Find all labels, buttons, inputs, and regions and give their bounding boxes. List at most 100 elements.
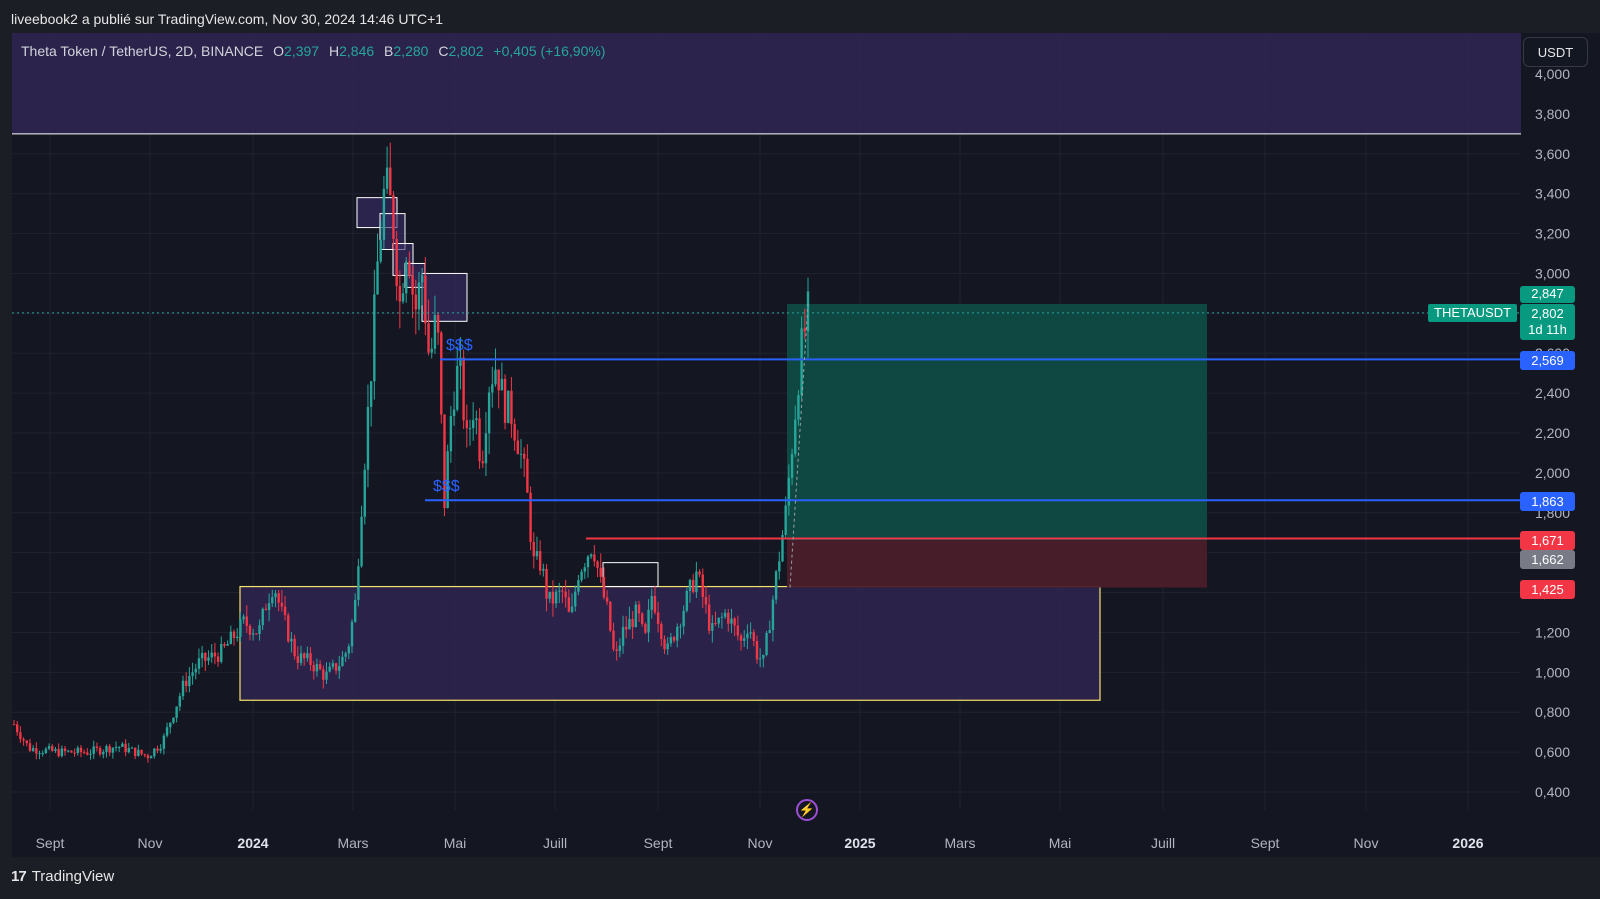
legend-low-label: B (384, 43, 393, 59)
down-candle (705, 597, 707, 605)
down-candle (615, 649, 617, 651)
down-candle (35, 748, 37, 753)
up-candle (622, 627, 624, 646)
y-tick-label: 2,200 (1535, 425, 1570, 441)
y-tick-label: 3,400 (1535, 186, 1570, 202)
up-candle (172, 718, 174, 723)
down-candle (714, 623, 716, 624)
up-candle (501, 379, 503, 391)
up-candle (262, 609, 264, 625)
down-candle (13, 724, 15, 725)
up-candle (188, 676, 190, 686)
down-candle (156, 749, 158, 751)
up-candle (220, 644, 222, 662)
up-candle (778, 561, 780, 571)
up-candle (711, 623, 713, 631)
down-candle (281, 603, 283, 607)
down-candle (727, 613, 729, 624)
up-candle (230, 632, 232, 644)
down-candle (510, 391, 512, 424)
up-candle (201, 653, 203, 658)
currency-button[interactable]: USDT (1523, 37, 1588, 67)
up-candle (115, 747, 117, 748)
down-candle (564, 592, 566, 598)
up-candle (666, 643, 668, 649)
y-tick-label: 3,000 (1535, 265, 1570, 281)
down-candle (29, 743, 31, 751)
up-candle (418, 282, 420, 309)
down-candle (756, 641, 758, 659)
lightning-icon[interactable]: ⚡ (796, 799, 818, 821)
down-candle (147, 755, 149, 758)
up-candle (169, 723, 171, 727)
level-lines (12, 134, 1521, 588)
down-candle (631, 619, 633, 627)
up-candle (797, 395, 799, 419)
down-candle (523, 454, 525, 459)
up-candle (239, 619, 241, 636)
up-candle (344, 653, 346, 656)
down-candle (26, 741, 28, 744)
up-candle (453, 410, 455, 416)
up-candle (373, 294, 375, 381)
down-candle (698, 572, 700, 575)
y-tick-label: 2,400 (1535, 385, 1570, 401)
down-candle (80, 748, 82, 752)
up-candle (405, 262, 407, 294)
y-tick-label: 0,600 (1535, 744, 1570, 760)
down-candle (144, 754, 146, 755)
up-candle (507, 391, 509, 423)
up-candle (762, 655, 764, 658)
down-candle (70, 751, 72, 753)
up-candle (769, 630, 771, 633)
up-candle (721, 617, 723, 618)
down-candle (249, 626, 251, 635)
x-axis: Sept Nov 2024 Mars Mai Juill Sept Nov 2025 Mars Ma… (36, 835, 1484, 851)
up-candle (791, 454, 793, 478)
up-candle (332, 663, 334, 666)
up-candle (348, 646, 350, 653)
down-candle (16, 724, 18, 732)
up-candle (434, 315, 436, 349)
up-candle (182, 681, 184, 696)
up-candle (421, 275, 423, 282)
up-candle (558, 591, 560, 592)
x-tick-label: Nov (1354, 835, 1379, 851)
up-candle (290, 639, 292, 642)
symbol-tag: THETAUSDT (1428, 304, 1517, 322)
up-candle (759, 658, 761, 659)
tradingview-mark-icon: 17 (11, 868, 26, 885)
down-candle (568, 597, 570, 611)
up-candle (542, 569, 544, 571)
up-candle (242, 617, 244, 620)
up-candle (376, 262, 378, 295)
down-candle (657, 612, 659, 624)
down-candle (204, 653, 206, 661)
down-candle (57, 749, 59, 756)
x-tick-label: Juill (543, 835, 567, 851)
y-tick-label: 3,200 (1535, 226, 1570, 242)
x-tick-label: Nov (138, 835, 163, 851)
up-candle (587, 557, 589, 568)
down-candle (654, 596, 656, 612)
up-candle (635, 605, 637, 627)
down-candle (246, 617, 248, 626)
down-candle (440, 333, 442, 415)
down-candle (603, 577, 605, 598)
tradingview-logo[interactable]: 17 TradingView (11, 868, 114, 885)
down-candle (663, 639, 665, 649)
up-candle (128, 748, 130, 752)
up-candle (689, 580, 691, 591)
up-candle (472, 420, 474, 428)
up-candle (67, 751, 69, 752)
down-candle (424, 275, 426, 323)
up-candle (163, 736, 165, 749)
down-candle (533, 542, 535, 556)
up-candle (268, 603, 270, 610)
down-candle (399, 286, 401, 302)
up-candle (765, 633, 767, 655)
up-candle (354, 600, 356, 622)
footer (0, 857, 1600, 899)
legend-change: +0,405 (+16,90%) (493, 43, 605, 59)
